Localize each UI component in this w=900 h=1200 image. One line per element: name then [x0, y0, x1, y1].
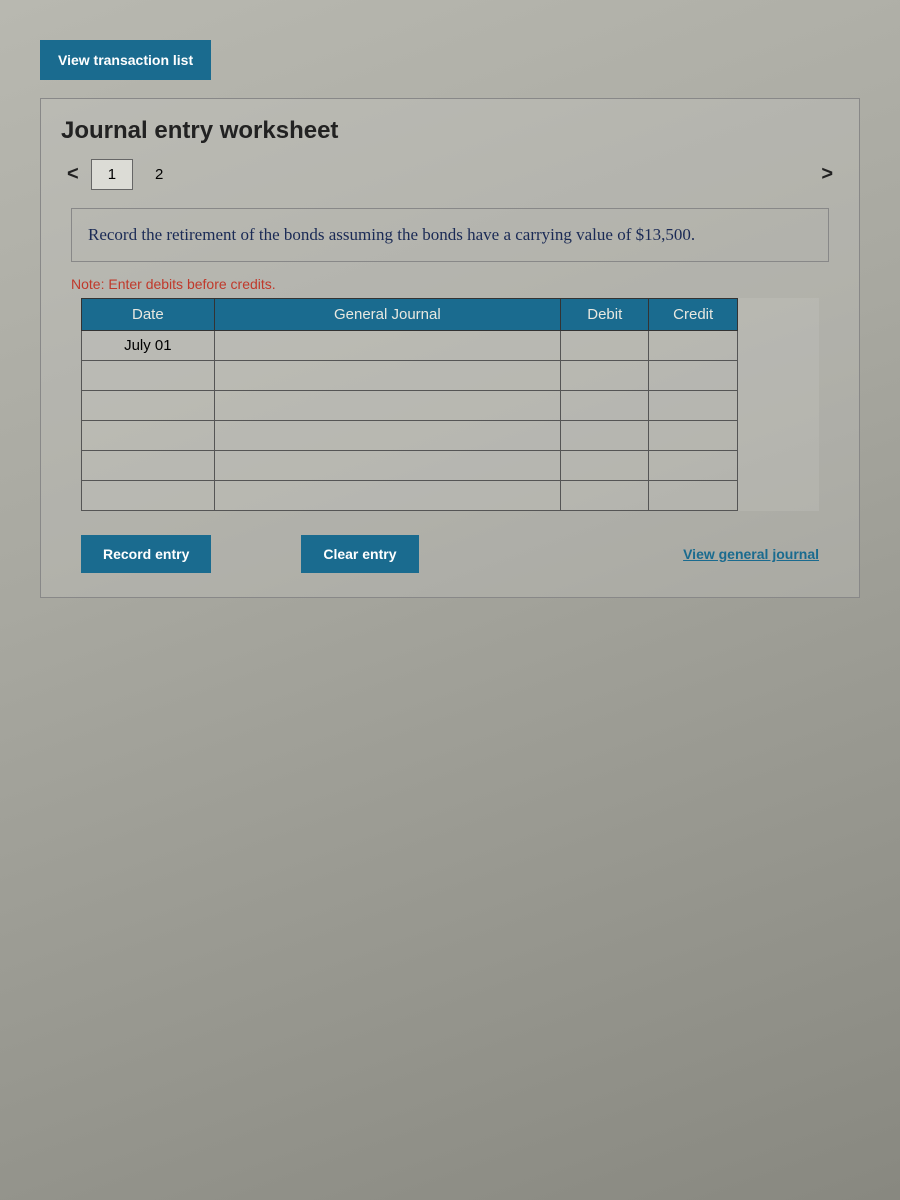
- instruction-text: Record the retirement of the bonds assum…: [71, 208, 829, 262]
- cell-date[interactable]: [82, 450, 215, 480]
- cell-debit[interactable]: [561, 480, 649, 510]
- note-text: Note: Enter debits before credits.: [71, 276, 829, 292]
- cell-credit[interactable]: [649, 450, 737, 480]
- cell-journal[interactable]: [214, 390, 560, 420]
- journal-table: Date General Journal Debit Credit July 0…: [81, 298, 819, 511]
- worksheet-title: Journal entry worksheet: [61, 117, 839, 145]
- cell-date[interactable]: [82, 480, 215, 510]
- table-row: July 01: [82, 330, 819, 360]
- table-row: [82, 420, 819, 450]
- view-general-journal-link[interactable]: View general journal: [683, 546, 819, 562]
- cell-date[interactable]: [82, 420, 215, 450]
- record-entry-button[interactable]: Record entry: [81, 535, 211, 573]
- cell-credit[interactable]: [649, 420, 737, 450]
- table-row: [82, 390, 819, 420]
- cell-credit[interactable]: [649, 480, 737, 510]
- cell-date[interactable]: [82, 360, 215, 390]
- table-row: [82, 450, 819, 480]
- header-credit: Credit: [649, 298, 737, 330]
- table-row: [82, 480, 819, 510]
- cell-journal[interactable]: [214, 450, 560, 480]
- cell-debit[interactable]: [561, 330, 649, 360]
- tab-2[interactable]: 2: [139, 160, 179, 189]
- cell-credit[interactable]: [649, 390, 737, 420]
- cell-debit[interactable]: [561, 360, 649, 390]
- header-spacer: [737, 298, 818, 330]
- cell-journal[interactable]: [214, 420, 560, 450]
- cell-credit[interactable]: [649, 330, 737, 360]
- cell-date[interactable]: [82, 390, 215, 420]
- tab-navigation: < 1 2 >: [61, 159, 839, 190]
- header-date: Date: [82, 298, 215, 330]
- header-debit: Debit: [561, 298, 649, 330]
- view-transaction-button[interactable]: View transaction list: [40, 40, 211, 80]
- cell-debit[interactable]: [561, 420, 649, 450]
- journal-table-body: July 01: [82, 330, 819, 510]
- chevron-right-icon[interactable]: >: [815, 163, 839, 186]
- chevron-left-icon[interactable]: <: [61, 163, 85, 186]
- table-row: [82, 360, 819, 390]
- cell-debit[interactable]: [561, 390, 649, 420]
- header-journal: General Journal: [214, 298, 560, 330]
- worksheet-panel: Journal entry worksheet < 1 2 > Record t…: [40, 98, 860, 598]
- clear-entry-button[interactable]: Clear entry: [301, 535, 418, 573]
- cell-journal[interactable]: [214, 360, 560, 390]
- cell-journal[interactable]: [214, 480, 560, 510]
- cell-debit[interactable]: [561, 450, 649, 480]
- tab-1[interactable]: 1: [91, 159, 133, 190]
- cell-date[interactable]: July 01: [82, 330, 215, 360]
- cell-journal[interactable]: [214, 330, 560, 360]
- cell-credit[interactable]: [649, 360, 737, 390]
- button-row: Record entry Clear entry View general jo…: [81, 535, 819, 573]
